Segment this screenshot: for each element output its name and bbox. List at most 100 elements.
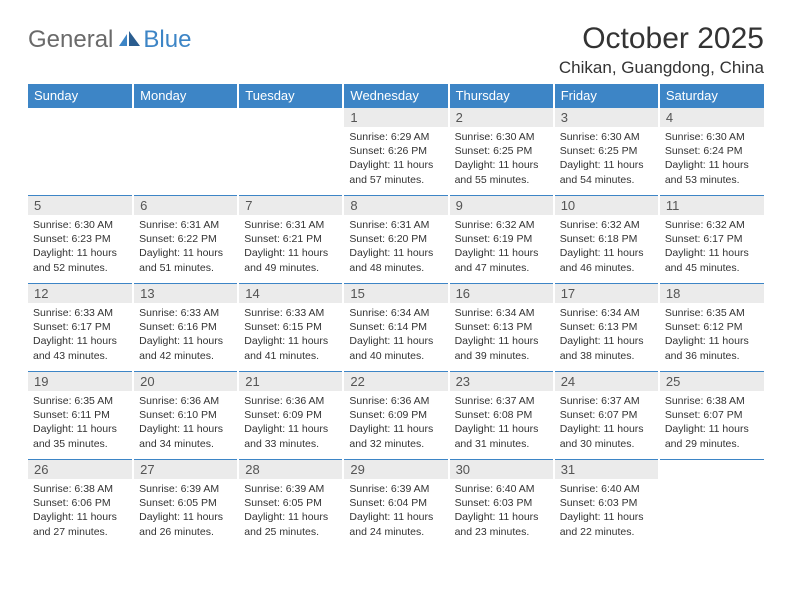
calendar-day-cell: 22Sunrise: 6:36 AMSunset: 6:09 PMDayligh… bbox=[343, 372, 448, 460]
sunrise-text: Sunrise: 6:39 AM bbox=[139, 482, 232, 496]
sunrise-text: Sunrise: 6:33 AM bbox=[33, 306, 127, 320]
calendar-day-cell: 5Sunrise: 6:30 AMSunset: 6:23 PMDaylight… bbox=[28, 196, 133, 284]
day-info: Sunrise: 6:37 AMSunset: 6:08 PMDaylight:… bbox=[450, 391, 553, 455]
sunset-text: Sunset: 6:05 PM bbox=[139, 496, 232, 510]
calendar-day-cell: 8Sunrise: 6:31 AMSunset: 6:20 PMDaylight… bbox=[343, 196, 448, 284]
sunset-text: Sunset: 6:10 PM bbox=[139, 408, 232, 422]
day-number: 26 bbox=[28, 460, 132, 479]
sunrise-text: Sunrise: 6:31 AM bbox=[349, 218, 442, 232]
sunrise-text: Sunrise: 6:34 AM bbox=[455, 306, 548, 320]
sunset-text: Sunset: 6:13 PM bbox=[560, 320, 653, 334]
calendar-day-cell: 25Sunrise: 6:38 AMSunset: 6:07 PMDayligh… bbox=[659, 372, 764, 460]
day-info: Sunrise: 6:40 AMSunset: 6:03 PMDaylight:… bbox=[450, 479, 553, 543]
day-info: Sunrise: 6:39 AMSunset: 6:05 PMDaylight:… bbox=[134, 479, 237, 543]
daylight-text: Daylight: 11 hours and 34 minutes. bbox=[139, 422, 232, 450]
calendar-week-row: 19Sunrise: 6:35 AMSunset: 6:11 PMDayligh… bbox=[28, 372, 764, 460]
sunset-text: Sunset: 6:09 PM bbox=[244, 408, 337, 422]
page-header: General Blue October 2025 Chikan, Guangd… bbox=[28, 18, 764, 78]
day-info: Sunrise: 6:40 AMSunset: 6:03 PMDaylight:… bbox=[555, 479, 658, 543]
calendar-day-cell: 13Sunrise: 6:33 AMSunset: 6:16 PMDayligh… bbox=[133, 284, 238, 372]
daylight-text: Daylight: 11 hours and 45 minutes. bbox=[665, 246, 759, 274]
daylight-text: Daylight: 11 hours and 22 minutes. bbox=[560, 510, 653, 538]
day-number: 9 bbox=[450, 196, 553, 215]
sunrise-text: Sunrise: 6:37 AM bbox=[560, 394, 653, 408]
sunset-text: Sunset: 6:17 PM bbox=[665, 232, 759, 246]
sunrise-text: Sunrise: 6:34 AM bbox=[349, 306, 442, 320]
sunset-text: Sunset: 6:07 PM bbox=[665, 408, 759, 422]
daylight-text: Daylight: 11 hours and 42 minutes. bbox=[139, 334, 232, 362]
sunrise-text: Sunrise: 6:36 AM bbox=[244, 394, 337, 408]
weekday-header: Saturday bbox=[659, 84, 764, 108]
daylight-text: Daylight: 11 hours and 52 minutes. bbox=[33, 246, 127, 274]
calendar-day-cell: 29Sunrise: 6:39 AMSunset: 6:04 PMDayligh… bbox=[343, 460, 448, 548]
calendar-day-cell: 24Sunrise: 6:37 AMSunset: 6:07 PMDayligh… bbox=[554, 372, 659, 460]
daylight-text: Daylight: 11 hours and 49 minutes. bbox=[244, 246, 337, 274]
sunrise-text: Sunrise: 6:31 AM bbox=[139, 218, 232, 232]
day-number: 22 bbox=[344, 372, 447, 391]
daylight-text: Daylight: 11 hours and 24 minutes. bbox=[349, 510, 442, 538]
calendar-day-cell: 1Sunrise: 6:29 AMSunset: 6:26 PMDaylight… bbox=[343, 108, 448, 196]
weekday-header: Monday bbox=[133, 84, 238, 108]
calendar-day-cell bbox=[238, 108, 343, 196]
sunset-text: Sunset: 6:07 PM bbox=[560, 408, 653, 422]
day-info: Sunrise: 6:35 AMSunset: 6:11 PMDaylight:… bbox=[28, 391, 132, 455]
sunset-text: Sunset: 6:21 PM bbox=[244, 232, 337, 246]
sunset-text: Sunset: 6:16 PM bbox=[139, 320, 232, 334]
sails-icon bbox=[117, 31, 141, 47]
day-info: Sunrise: 6:32 AMSunset: 6:18 PMDaylight:… bbox=[555, 215, 658, 279]
day-info: Sunrise: 6:34 AMSunset: 6:13 PMDaylight:… bbox=[555, 303, 658, 367]
day-number: 1 bbox=[344, 108, 447, 127]
sunrise-text: Sunrise: 6:32 AM bbox=[665, 218, 759, 232]
sunrise-text: Sunrise: 6:30 AM bbox=[560, 130, 653, 144]
sunrise-text: Sunrise: 6:30 AM bbox=[665, 130, 759, 144]
sunrise-text: Sunrise: 6:37 AM bbox=[455, 394, 548, 408]
sunrise-text: Sunrise: 6:31 AM bbox=[244, 218, 337, 232]
calendar-page: General Blue October 2025 Chikan, Guangd… bbox=[0, 0, 792, 568]
calendar-body: 1Sunrise: 6:29 AMSunset: 6:26 PMDaylight… bbox=[28, 108, 764, 548]
sunset-text: Sunset: 6:18 PM bbox=[560, 232, 653, 246]
calendar-day-cell: 30Sunrise: 6:40 AMSunset: 6:03 PMDayligh… bbox=[449, 460, 554, 548]
sunset-text: Sunset: 6:20 PM bbox=[349, 232, 442, 246]
sunrise-text: Sunrise: 6:40 AM bbox=[560, 482, 653, 496]
sunset-text: Sunset: 6:03 PM bbox=[560, 496, 653, 510]
daylight-text: Daylight: 11 hours and 54 minutes. bbox=[560, 158, 653, 186]
day-number: 13 bbox=[134, 284, 237, 303]
day-number: 24 bbox=[555, 372, 658, 391]
calendar-day-cell: 6Sunrise: 6:31 AMSunset: 6:22 PMDaylight… bbox=[133, 196, 238, 284]
daylight-text: Daylight: 11 hours and 46 minutes. bbox=[560, 246, 653, 274]
calendar-day-cell: 12Sunrise: 6:33 AMSunset: 6:17 PMDayligh… bbox=[28, 284, 133, 372]
sunrise-text: Sunrise: 6:38 AM bbox=[33, 482, 127, 496]
calendar-day-cell bbox=[28, 108, 133, 196]
day-info: Sunrise: 6:31 AMSunset: 6:22 PMDaylight:… bbox=[134, 215, 237, 279]
sunrise-text: Sunrise: 6:39 AM bbox=[244, 482, 337, 496]
daylight-text: Daylight: 11 hours and 31 minutes. bbox=[455, 422, 548, 450]
day-number: 15 bbox=[344, 284, 447, 303]
daylight-text: Daylight: 11 hours and 29 minutes. bbox=[665, 422, 759, 450]
month-title: October 2025 bbox=[559, 22, 764, 56]
calendar-day-cell: 26Sunrise: 6:38 AMSunset: 6:06 PMDayligh… bbox=[28, 460, 133, 548]
day-info: Sunrise: 6:33 AMSunset: 6:15 PMDaylight:… bbox=[239, 303, 342, 367]
calendar-day-cell bbox=[133, 108, 238, 196]
sunrise-text: Sunrise: 6:35 AM bbox=[33, 394, 127, 408]
day-info: Sunrise: 6:30 AMSunset: 6:23 PMDaylight:… bbox=[28, 215, 132, 279]
day-info: Sunrise: 6:30 AMSunset: 6:25 PMDaylight:… bbox=[450, 127, 553, 191]
sunrise-text: Sunrise: 6:36 AM bbox=[349, 394, 442, 408]
daylight-text: Daylight: 11 hours and 23 minutes. bbox=[455, 510, 548, 538]
day-info: Sunrise: 6:39 AMSunset: 6:04 PMDaylight:… bbox=[344, 479, 447, 543]
calendar-day-cell: 7 Sunrise: 6:31 AMSunset: 6:21 PMDaylight… bbox=[238, 196, 343, 284]
sunrise-text: Sunrise: 6:39 AM bbox=[349, 482, 442, 496]
day-info: Sunrise: 6:36 AMSunset: 6:09 PMDaylight:… bbox=[239, 391, 342, 455]
weekday-header: Friday bbox=[554, 84, 659, 108]
day-number: 31 bbox=[555, 460, 658, 479]
day-number: 11 bbox=[660, 196, 764, 215]
weekday-header: Sunday bbox=[28, 84, 133, 108]
daylight-text: Daylight: 11 hours and 35 minutes. bbox=[33, 422, 127, 450]
calendar-day-cell: 10Sunrise: 6:32 AMSunset: 6:18 PMDayligh… bbox=[554, 196, 659, 284]
day-number: 7 bbox=[239, 196, 342, 215]
weekday-header: Tuesday bbox=[238, 84, 343, 108]
day-info: Sunrise: 6:31 AMSunset: 6:20 PMDaylight:… bbox=[344, 215, 447, 279]
daylight-text: Daylight: 11 hours and 53 minutes. bbox=[665, 158, 759, 186]
sunrise-text: Sunrise: 6:40 AM bbox=[455, 482, 548, 496]
sunrise-text: Sunrise: 6:36 AM bbox=[139, 394, 232, 408]
sunrise-text: Sunrise: 6:30 AM bbox=[33, 218, 127, 232]
